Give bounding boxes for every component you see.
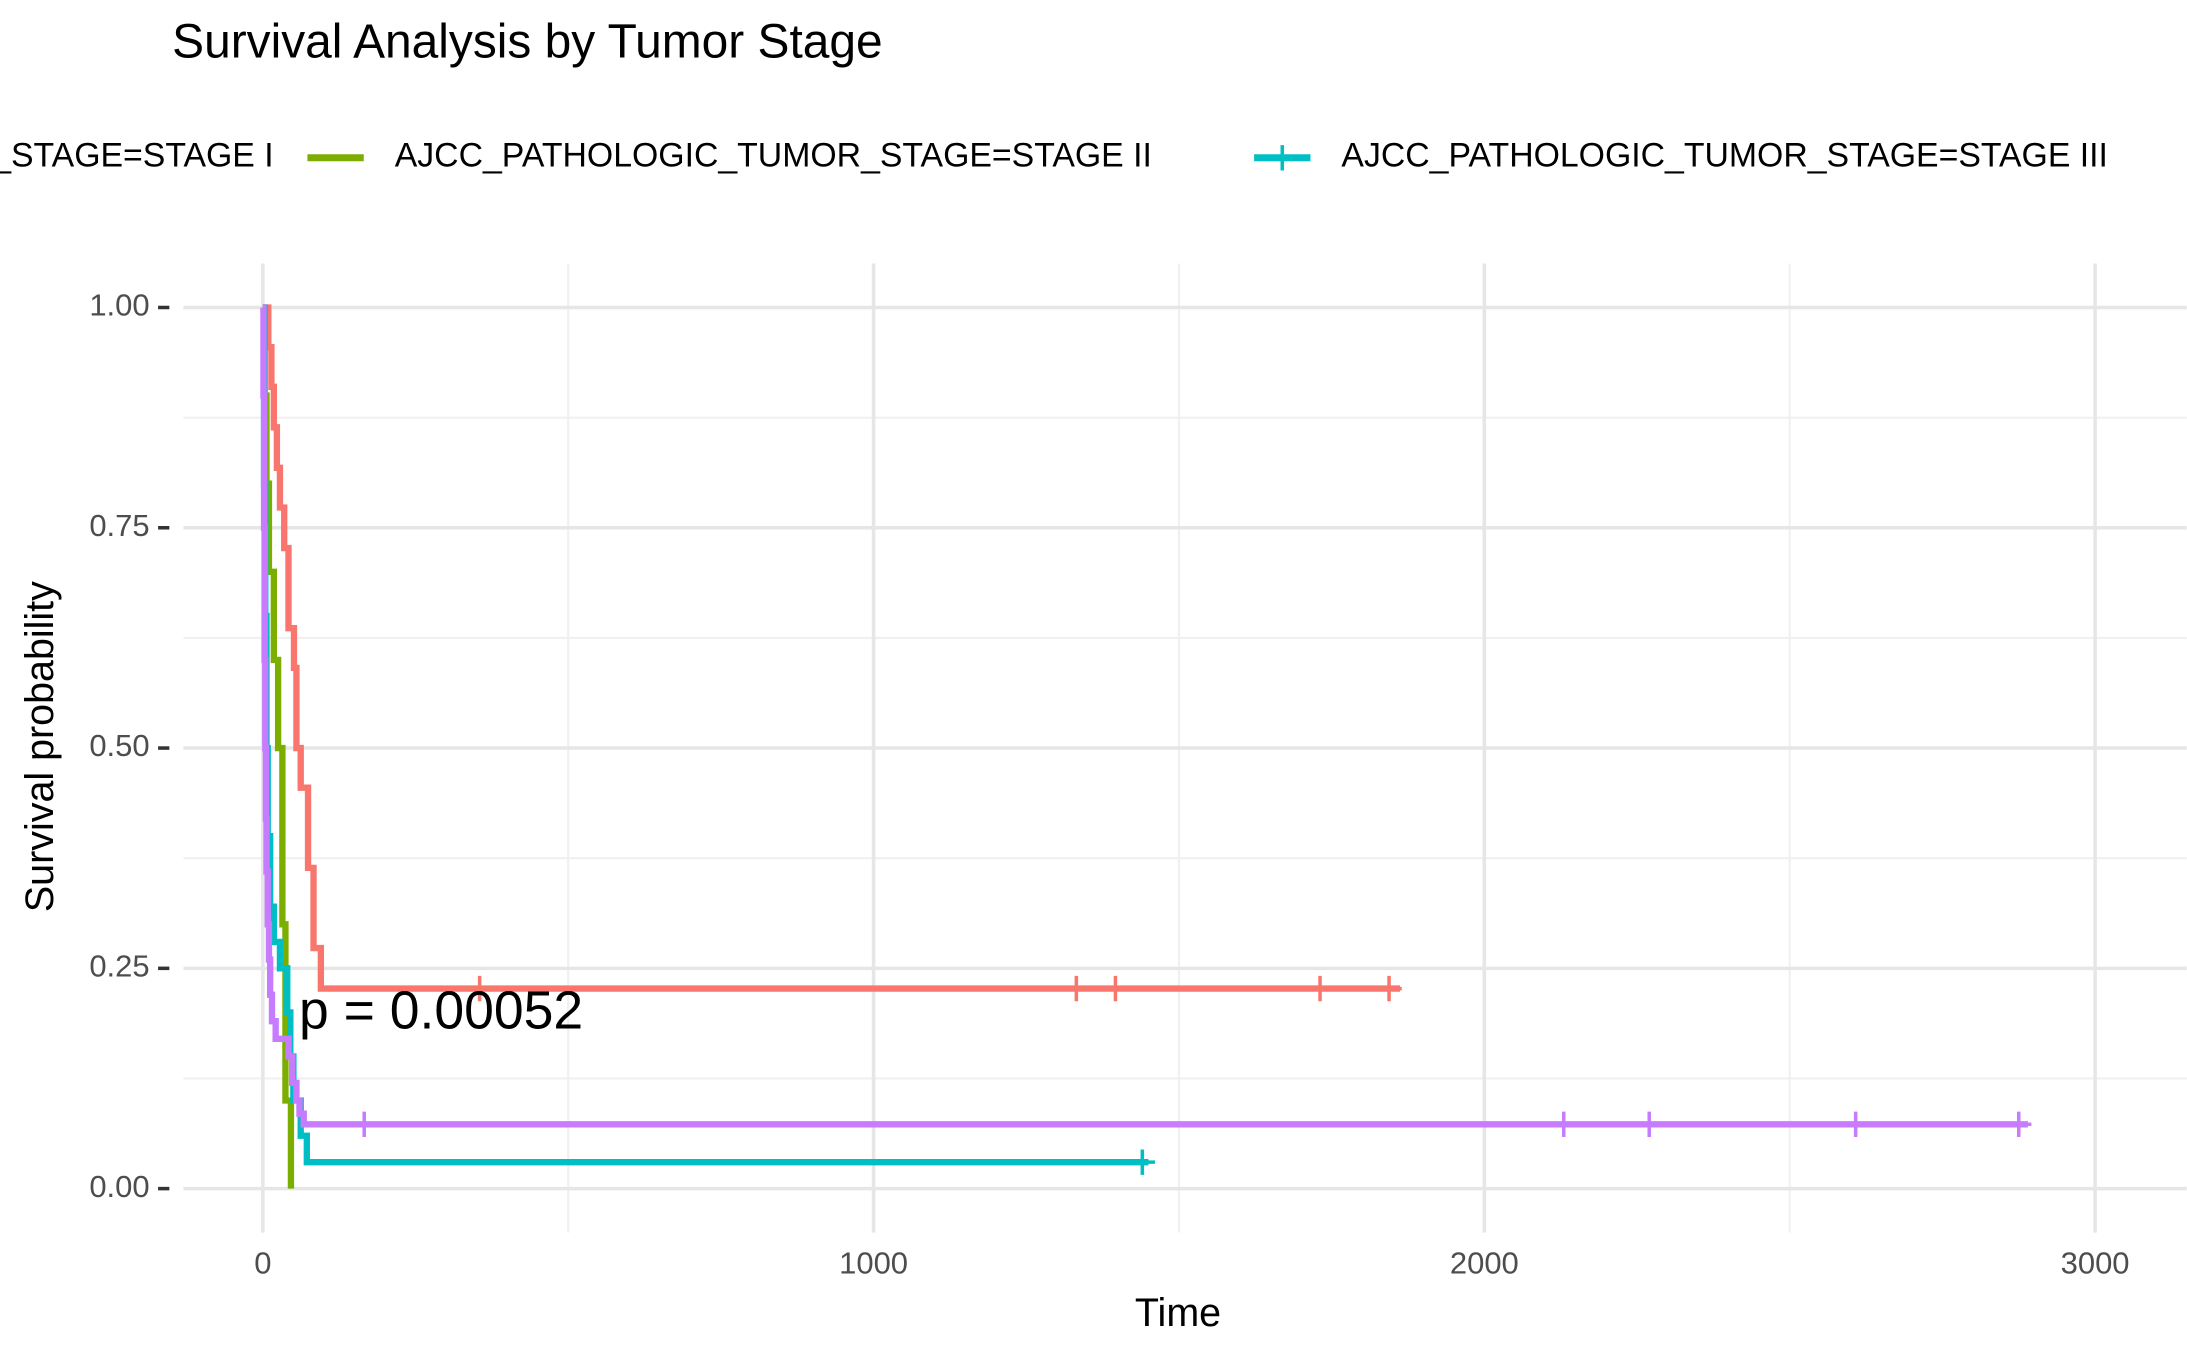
survival-curve [262, 304, 1401, 992]
censor-mark [1842, 1111, 1869, 1137]
x-tick-label: 1000 [839, 1245, 908, 1280]
y-tick-label: 1.00 [89, 288, 149, 323]
legend-label: AJCC_PATHOLOGIC_TUMOR_STAGE=STAGE II [395, 137, 1152, 175]
censor-mark [1376, 975, 1402, 1002]
y-axis-title: Survival probability [18, 581, 62, 912]
plot-lines [260, 304, 2032, 1189]
annotation: p = 0.00052 [299, 981, 583, 1040]
chart-title: Survival Analysis by Tumor Stage [172, 16, 882, 69]
legend-label: AJCC_PATHOLOGIC_TUMOR_STAGE=STAGE III [1341, 137, 2108, 175]
y-tick-label: 0.75 [89, 508, 149, 543]
y-tick-label: 0.50 [89, 728, 149, 763]
survival-curve [260, 304, 2028, 1128]
censor-mark [2006, 1111, 2032, 1137]
censor-mark [1102, 975, 1129, 1002]
censor-mark [1063, 975, 1090, 1002]
x-axis-title: Time [1135, 1291, 1221, 1335]
y-tick-label: 0.25 [89, 949, 149, 984]
legend-label: AJCC_PATHOLOGIC_TUMOR_STAGE=STAGE I [0, 137, 274, 175]
censor-mark [351, 1111, 377, 1137]
censor-mark [1129, 1149, 1155, 1175]
x-tick-label: 2000 [1450, 1245, 1519, 1280]
legend: AJCC_PATHOLOGIC_TUMOR_STAGE=STAGE I AJCC_… [0, 137, 2108, 175]
grid [158, 263, 2187, 1233]
x-tick-label: 3000 [2061, 1245, 2130, 1280]
censor-mark [466, 975, 493, 1002]
x-tick-label: 0 [254, 1245, 271, 1280]
y-tick-label: 0.00 [89, 1169, 149, 1204]
censor-mark [1636, 1111, 1662, 1137]
censor-mark [1551, 1111, 1577, 1137]
censor-mark [1307, 975, 1333, 1002]
